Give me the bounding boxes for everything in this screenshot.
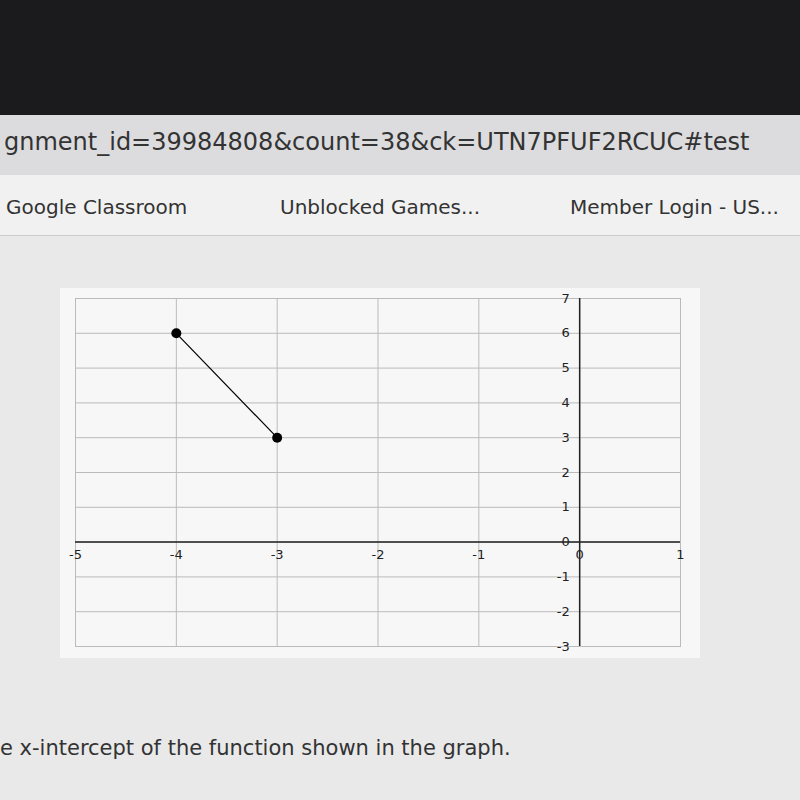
svg-text:-3: -3: [557, 639, 570, 654]
svg-text:3: 3: [561, 430, 569, 445]
svg-text:7: 7: [561, 291, 569, 306]
svg-text:1: 1: [676, 547, 684, 562]
svg-text:-1: -1: [472, 547, 485, 562]
svg-text:0: 0: [561, 534, 569, 549]
svg-text:0: 0: [576, 547, 584, 562]
html-text:gnment_id=39984808&count=38&ck: gnment_id=39984808&count=38&ck=UTN7PFUF2…: [4, 128, 750, 156]
svg-text:-1: -1: [557, 569, 570, 584]
html-text:Unblocked Games...: Unblocked Games...: [280, 195, 481, 219]
svg-text:-4: -4: [170, 547, 183, 562]
svg-text:4: 4: [561, 395, 569, 410]
html-text:e x-intercept of the function: e x-intercept of the function shown in t…: [0, 736, 511, 760]
svg-text:2: 2: [561, 465, 569, 480]
svg-text:1: 1: [561, 499, 569, 514]
html-text:Member Login - US...: Member Login - US...: [570, 195, 779, 219]
svg-text:6: 6: [561, 325, 569, 340]
svg-text:-3: -3: [271, 547, 284, 562]
svg-text:-2: -2: [557, 604, 570, 619]
svg-text:-2: -2: [372, 547, 385, 562]
svg-text:-5: -5: [69, 547, 82, 562]
svg-text:5: 5: [561, 360, 569, 375]
html-text:Google Classroom: Google Classroom: [6, 195, 188, 219]
